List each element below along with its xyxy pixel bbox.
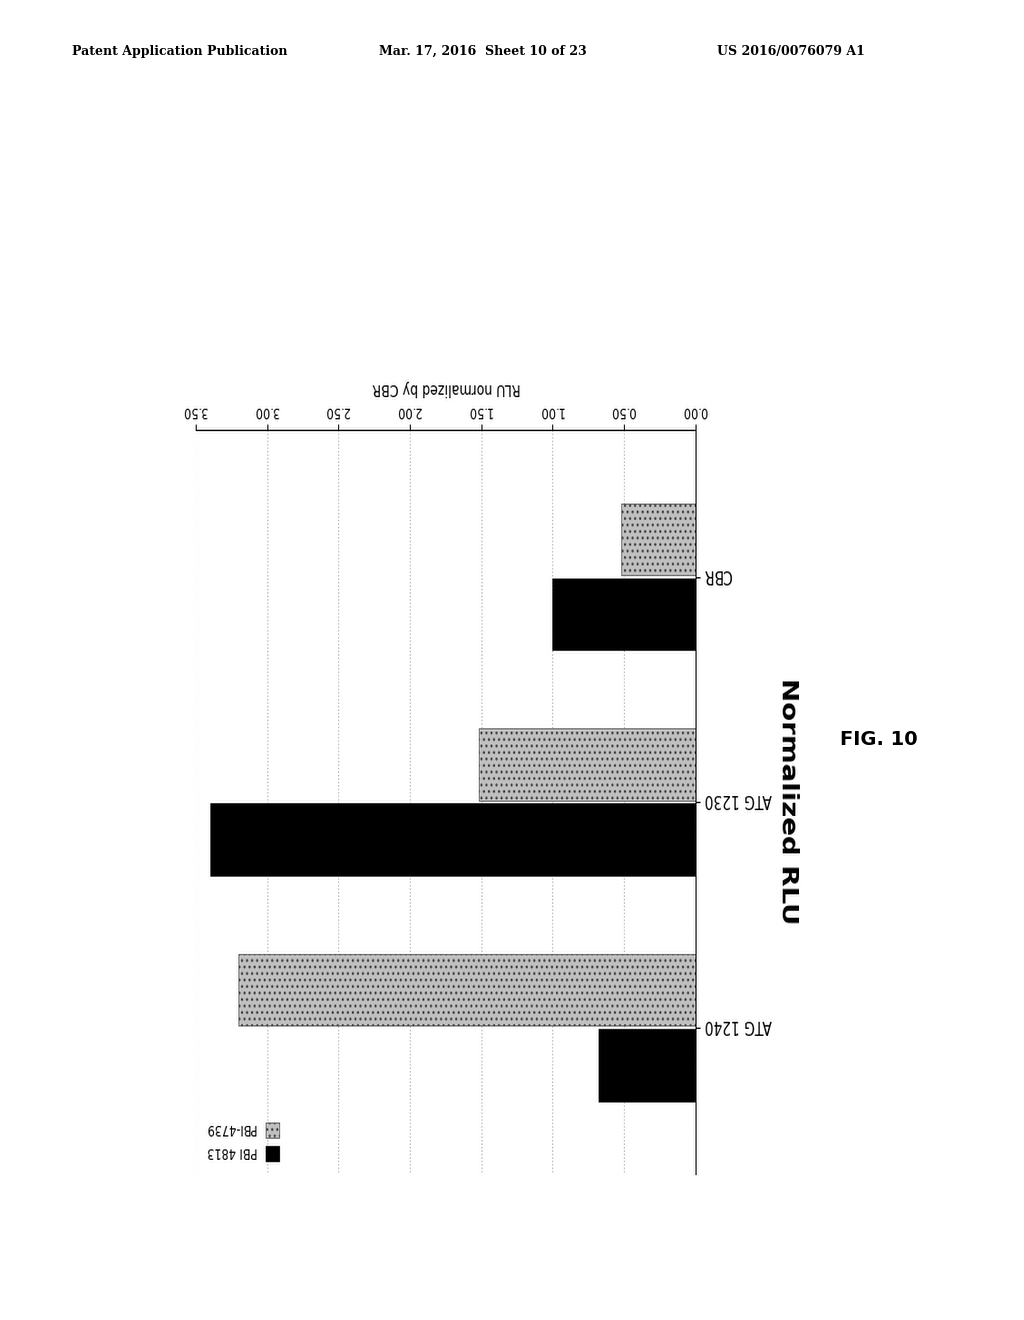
Text: US 2016/0076079 A1: US 2016/0076079 A1: [717, 45, 864, 58]
Text: Mar. 17, 2016  Sheet 10 of 23: Mar. 17, 2016 Sheet 10 of 23: [379, 45, 587, 58]
Text: FIG. 10: FIG. 10: [840, 730, 918, 748]
Text: Patent Application Publication: Patent Application Publication: [72, 45, 287, 58]
